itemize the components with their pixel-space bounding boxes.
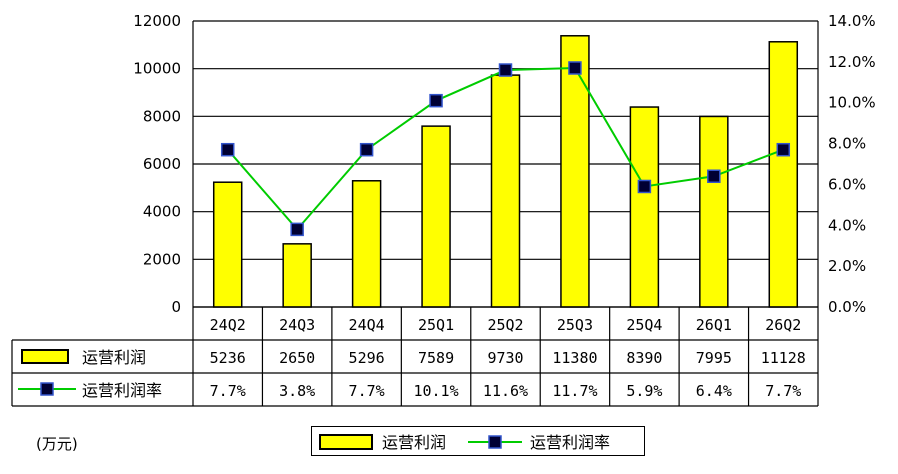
y-left-tick-label: 0 <box>171 298 181 316</box>
bar-value-label: 5296 <box>349 349 385 367</box>
unit-label: (万元) <box>36 435 78 453</box>
y-right-tick-label: 0.0% <box>828 298 866 316</box>
category-label: 24Q4 <box>349 316 385 334</box>
margin-point-25Q1 <box>429 93 443 108</box>
y-right-tick-label: 10.0% <box>828 94 876 112</box>
bar-value-label: 7589 <box>418 349 454 367</box>
bar-24Q3 <box>282 243 312 308</box>
category-label: 25Q4 <box>626 316 662 334</box>
y-left-tick-label: 8000 <box>143 107 181 125</box>
category-label: 25Q1 <box>418 316 454 334</box>
bar-24Q2 <box>212 181 243 308</box>
margin-point-24Q3 <box>290 222 304 237</box>
category-label: 25Q3 <box>557 316 593 334</box>
bar-25Q3 <box>560 35 590 308</box>
bar-24Q4 <box>351 180 382 308</box>
margin-value-label: 5.9% <box>626 382 662 400</box>
table-line-marker <box>40 382 54 396</box>
bar-value-label: 11380 <box>552 349 597 367</box>
y-right-tick-label: 4.0% <box>828 216 866 234</box>
bar-value-label: 7995 <box>696 349 732 367</box>
margin-point-25Q3 <box>568 61 582 75</box>
legend-line-label: 运营利润率 <box>530 433 610 452</box>
y-right-tick-label: 2.0% <box>828 257 866 275</box>
y-right-tick-label: 12.0% <box>828 53 876 71</box>
margin-point-25Q2 <box>498 63 513 77</box>
margin-value-label: 11.7% <box>552 382 597 400</box>
legend-bar-swatch <box>319 434 373 450</box>
bar-25Q2 <box>490 74 521 308</box>
bar-26Q2 <box>768 41 799 308</box>
y-left-tick-label: 12000 <box>133 12 181 30</box>
y-right-tick-label: 8.0% <box>828 135 866 153</box>
category-label: 24Q2 <box>210 316 246 334</box>
margin-value-label: 10.1% <box>413 382 458 400</box>
category-label: 25Q2 <box>487 316 523 334</box>
y-left-tick-label: 6000 <box>143 155 181 173</box>
margin-point-26Q1 <box>707 169 721 184</box>
legend-line-marker <box>488 435 502 449</box>
category-label: 24Q3 <box>279 316 315 334</box>
margin-value-label: 11.6% <box>483 382 528 400</box>
margin-point-25Q4 <box>637 179 652 194</box>
bar-value-label: 5236 <box>210 349 246 367</box>
margin-point-24Q2 <box>220 142 235 157</box>
table-line-series-label: 运营利润率 <box>82 381 162 400</box>
legend: 运营利润 运营利润率 <box>311 426 645 456</box>
category-label: 26Q1 <box>696 316 732 334</box>
y-right-tick-label: 6.0% <box>828 175 866 193</box>
y-left-tick-label: 10000 <box>133 60 181 78</box>
margin-value-label: 6.4% <box>696 382 732 400</box>
margin-point-26Q2 <box>776 142 791 157</box>
bar-25Q1 <box>421 125 451 308</box>
category-label: 26Q2 <box>765 316 801 334</box>
y-left-tick-label: 2000 <box>143 250 181 268</box>
bar-25Q4 <box>629 106 660 308</box>
margin-point-24Q4 <box>359 142 374 157</box>
margin-value-label: 7.7% <box>765 382 801 400</box>
table-bar-swatch <box>21 349 69 364</box>
bar-value-label: 11128 <box>761 349 806 367</box>
table-bar-series-label: 运营利润 <box>82 348 146 367</box>
y-left-tick-label: 4000 <box>143 203 181 221</box>
margin-value-label: 7.7% <box>349 382 385 400</box>
bar-value-label: 8390 <box>626 349 662 367</box>
margin-value-label: 3.8% <box>279 382 315 400</box>
legend-bar-label: 运营利润 <box>382 433 446 452</box>
bar-value-label: 9730 <box>487 349 523 367</box>
y-right-tick-label: 14.0% <box>828 12 876 30</box>
bar-value-label: 2650 <box>279 349 315 367</box>
bar-26Q1 <box>699 115 729 308</box>
margin-value-label: 7.7% <box>210 382 246 400</box>
